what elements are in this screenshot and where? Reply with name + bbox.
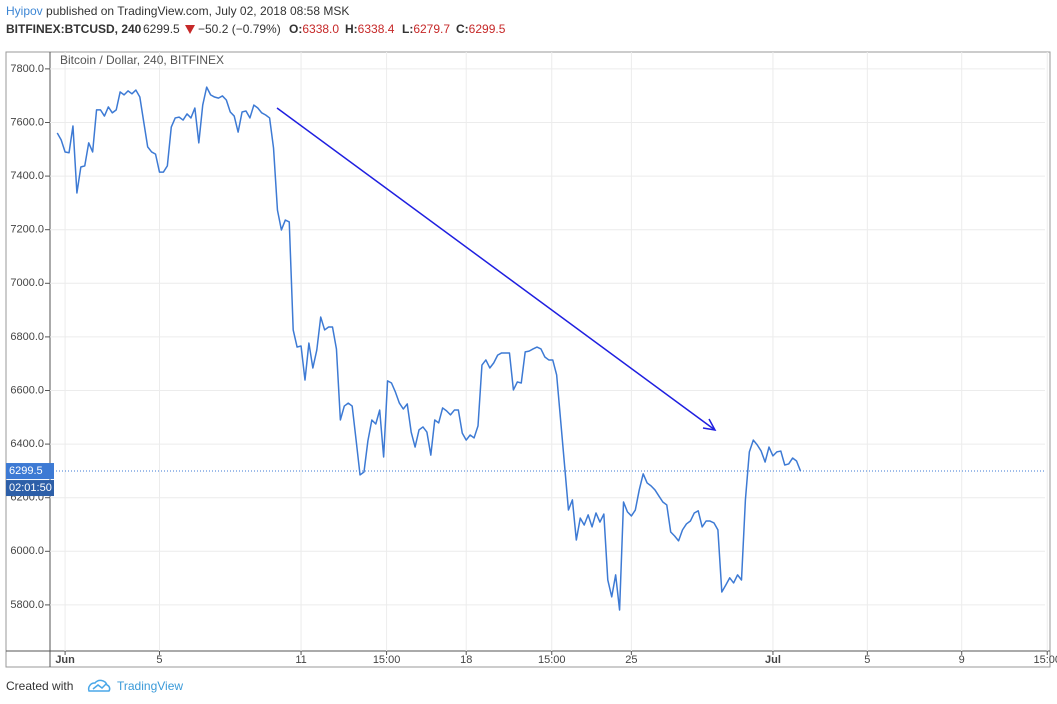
price-line xyxy=(56,86,802,611)
created-with: Created with xyxy=(6,679,73,693)
y-tick-label: 6600.0 xyxy=(10,384,44,396)
ohlc: O:6338.0 H:6338.4 L:6279.7 C:6299.5 xyxy=(289,22,506,36)
y-tick-label: 6800.0 xyxy=(10,331,44,343)
y-tick-label: 6400.0 xyxy=(10,438,44,450)
ohlc-item: C:6299.5 xyxy=(456,22,506,36)
x-tick-label: 5 xyxy=(864,654,870,666)
countdown-box xyxy=(6,480,54,497)
axes: 5800.06000.06200.06400.06600.06800.07000… xyxy=(6,63,1057,666)
ohlc-item: L:6279.7 xyxy=(402,22,450,36)
down-triangle xyxy=(185,25,195,34)
ohlc-label: H: xyxy=(345,22,358,36)
y-tick-label: 7200.0 xyxy=(10,224,44,236)
x-tick-label: 9 xyxy=(959,654,965,666)
author[interactable]: Hyipov xyxy=(6,4,43,18)
last-price-box xyxy=(6,463,54,480)
ohlc-label: C: xyxy=(456,22,469,36)
price: 6299.5 xyxy=(143,22,180,36)
symbol: BITFINEX:BTCUSD, 240 xyxy=(6,22,142,36)
published: published on TradingView.com, July 02, 2… xyxy=(46,4,349,18)
logo-line xyxy=(92,683,107,690)
y-tick-label: 5800.0 xyxy=(10,599,44,611)
x-tick-label: 15:00 xyxy=(538,654,566,666)
ohlc-value: 6279.7 xyxy=(413,22,450,36)
arrow-head xyxy=(702,418,717,431)
ohlc-item: H:6338.4 xyxy=(345,22,395,36)
y-tick-label: 7800.0 xyxy=(10,63,44,75)
legend: Bitcoin / Dollar, 240, BITFINEX xyxy=(60,53,224,67)
brand[interactable]: TradingView xyxy=(117,679,183,693)
x-tick-label: Jun xyxy=(55,654,75,666)
y-tick-label: 6000.0 xyxy=(10,545,44,557)
trend-arrow xyxy=(276,107,716,431)
chart-frame xyxy=(5,51,1051,668)
last-price-label: 6299.5 xyxy=(9,465,43,477)
y-tick-label: 7600.0 xyxy=(10,116,44,128)
ohlc-label: L: xyxy=(402,22,413,36)
x-tick-label: 11 xyxy=(295,654,306,666)
y-tick-label: 7000.0 xyxy=(10,277,44,289)
ohlc-value: 6299.5 xyxy=(469,22,506,36)
x-tick-label: 25 xyxy=(625,654,637,666)
x-tick-label: 15:00 xyxy=(1033,654,1057,666)
x-tick-label: 5 xyxy=(156,654,162,666)
x-tick-label: 18 xyxy=(460,654,472,666)
x-tick-label: Jul xyxy=(765,654,781,666)
ohlc-item: O:6338.0 xyxy=(289,22,339,36)
ohlc-label: O: xyxy=(289,22,302,36)
change: −50.2 (−0.79%) xyxy=(198,22,281,36)
header-line: Hyipov published on TradingView.com, Jul… xyxy=(6,4,349,18)
ohlc-value: 6338.4 xyxy=(358,22,395,36)
grid xyxy=(50,52,1048,651)
y-tick-label: 7400.0 xyxy=(10,170,44,182)
countdown-label: 02:01:50 xyxy=(9,482,52,494)
logo xyxy=(87,679,111,692)
ohlc-value: 6338.0 xyxy=(302,22,339,36)
plot xyxy=(50,86,1045,611)
x-tick-label: 15:00 xyxy=(373,654,401,666)
